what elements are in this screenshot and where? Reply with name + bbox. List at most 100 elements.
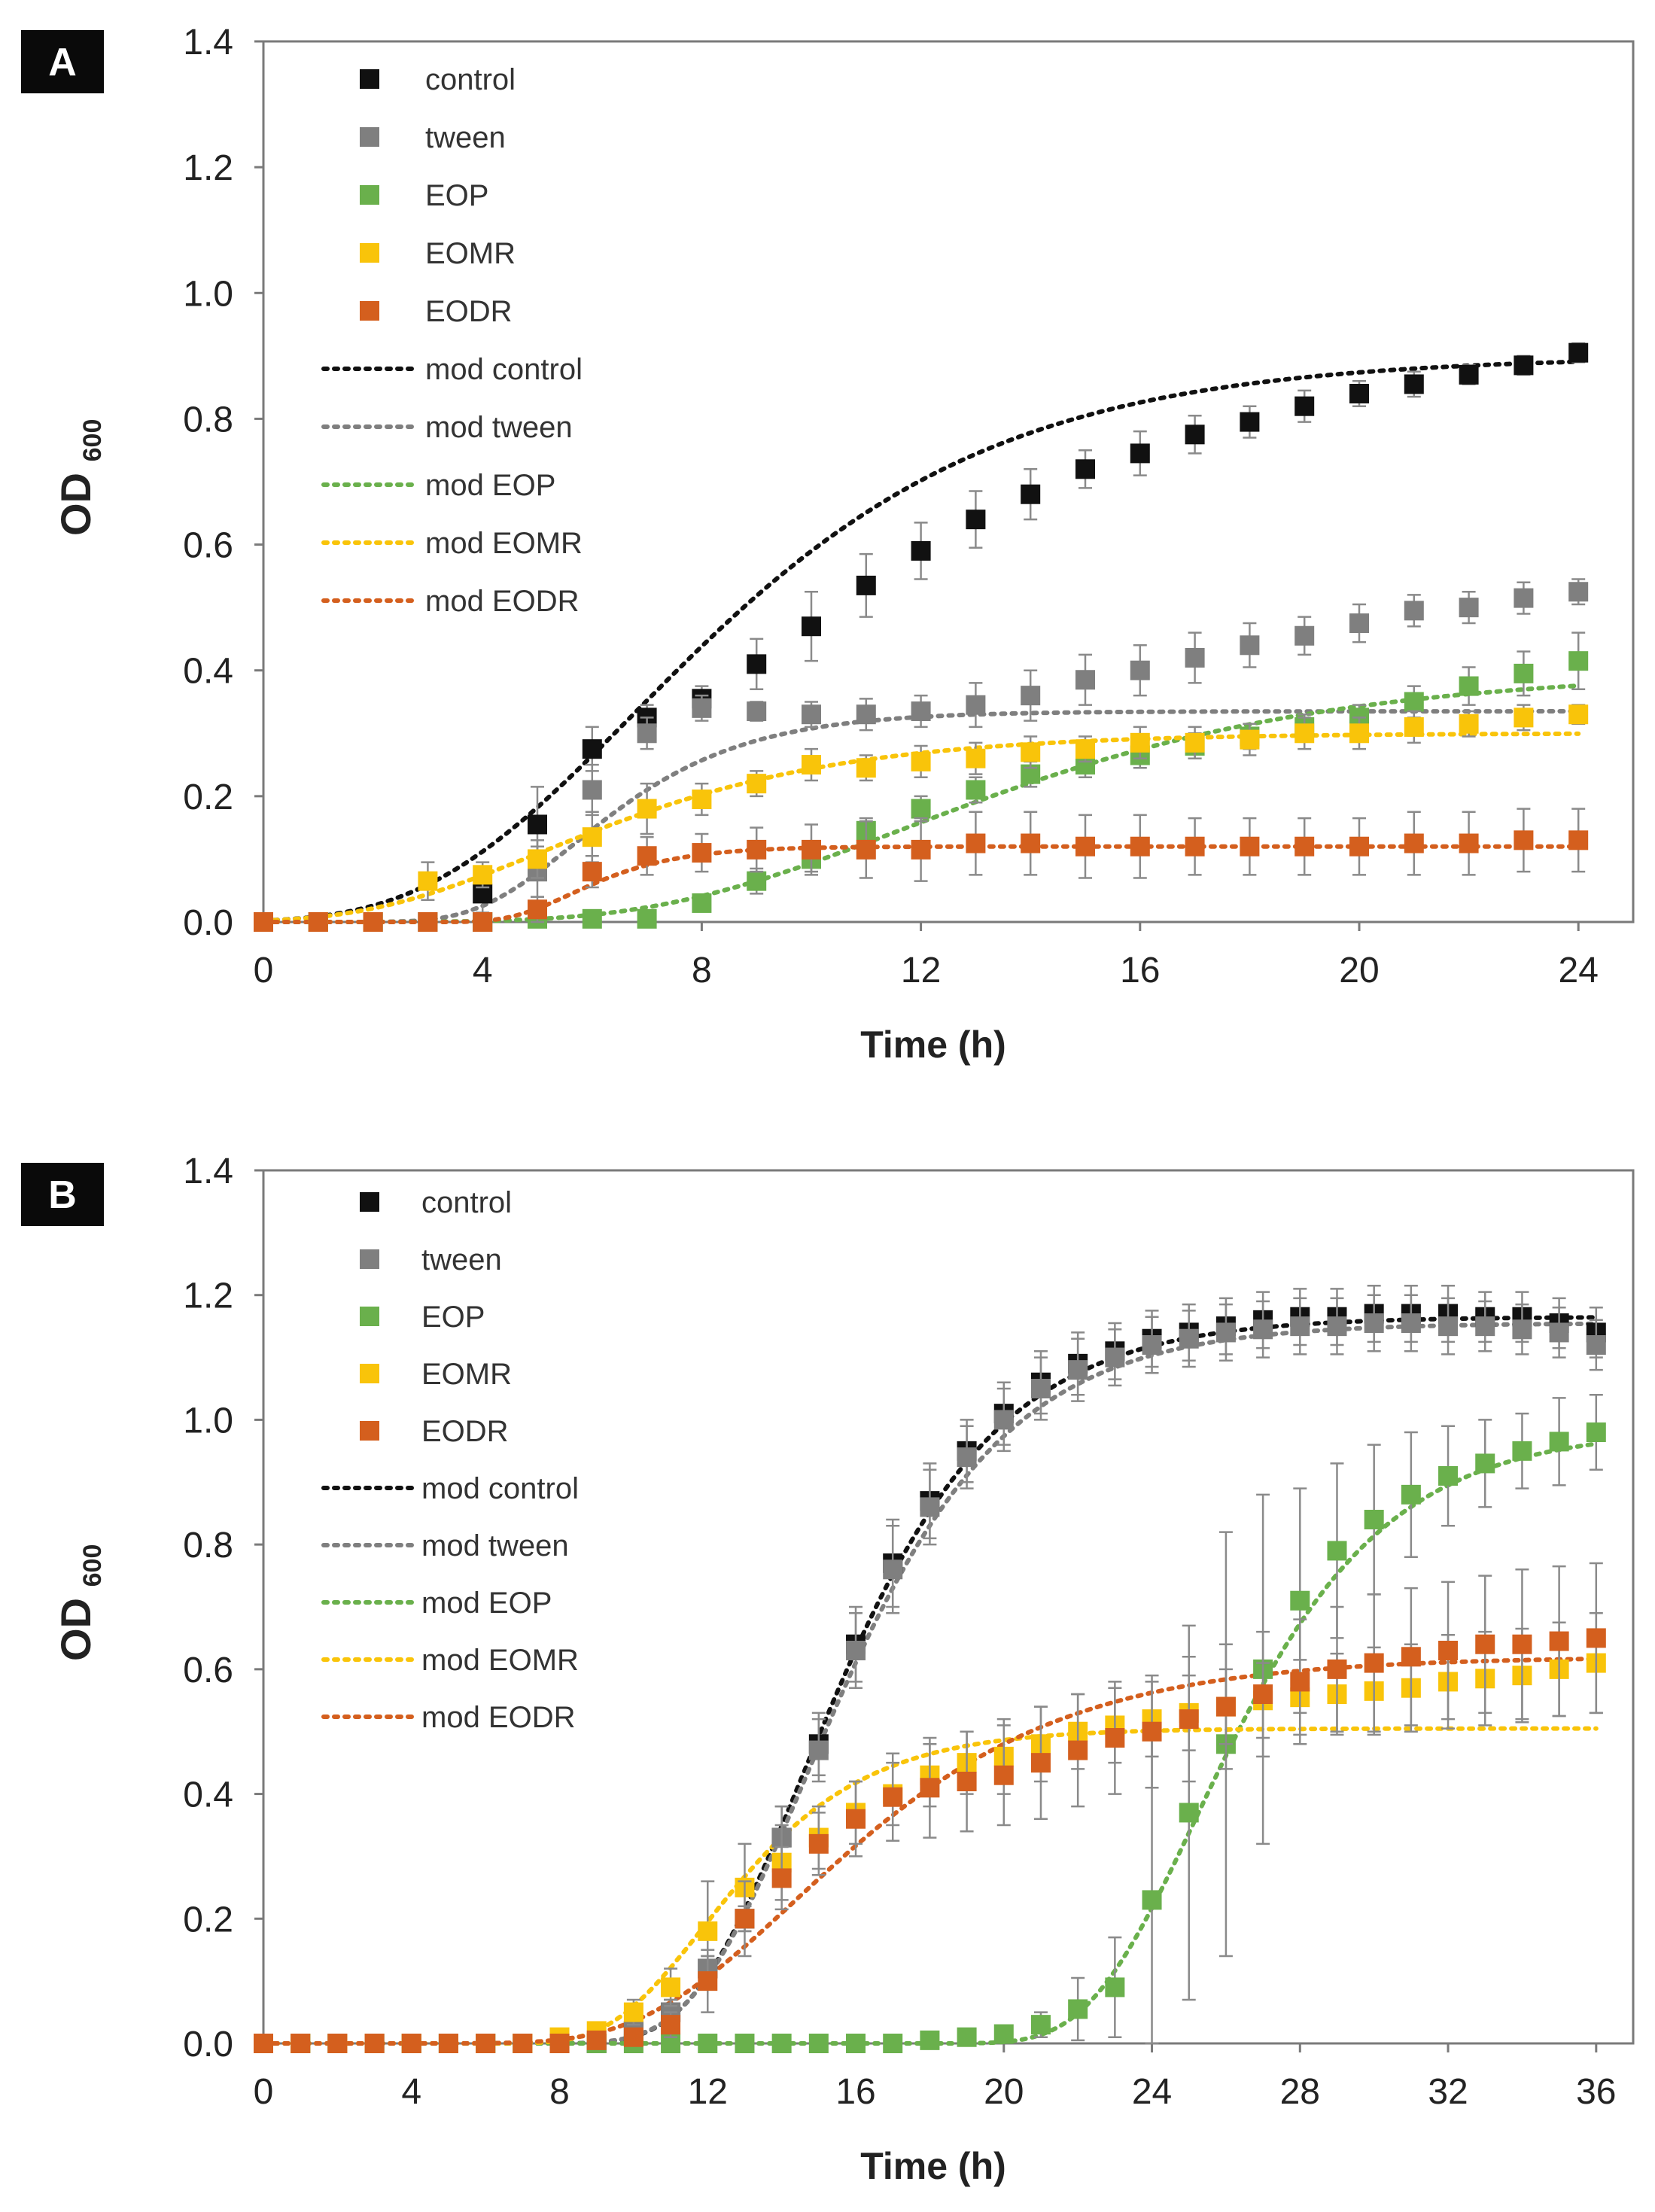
data-point xyxy=(1549,1432,1569,1452)
legend-label: mod control xyxy=(421,1472,579,1505)
series-eodr xyxy=(254,808,1589,932)
y-tick-label: 0.0 xyxy=(183,903,233,943)
data-point xyxy=(957,1447,977,1468)
data-point xyxy=(1021,833,1041,853)
legend-label: mod EOP xyxy=(425,469,555,502)
data-point xyxy=(1068,1360,1088,1380)
y-tick-label: 0.4 xyxy=(183,652,233,692)
data-point xyxy=(1327,1659,1347,1679)
legend-label: mod tween xyxy=(425,411,573,444)
data-point xyxy=(747,701,767,722)
y-tick-label: 0.4 xyxy=(183,1775,233,1815)
y-tick-label: 1.2 xyxy=(183,148,233,188)
legend-label: mod EOMR xyxy=(425,527,583,560)
data-point xyxy=(1459,598,1479,618)
data-point xyxy=(883,2034,903,2053)
data-point xyxy=(308,912,328,932)
data-point xyxy=(856,575,876,595)
x-tick-label: 32 xyxy=(1428,2072,1468,2112)
data-point xyxy=(856,704,876,725)
data-point xyxy=(966,780,986,800)
data-point xyxy=(1075,836,1095,857)
data-point xyxy=(692,893,712,913)
data-point xyxy=(254,912,273,932)
data-point xyxy=(1512,1634,1532,1654)
data-point xyxy=(637,846,657,866)
data-point xyxy=(1179,1803,1199,1823)
data-point xyxy=(1240,729,1260,750)
data-point xyxy=(254,2034,273,2053)
data-point xyxy=(1130,836,1150,857)
x-tick-label: 8 xyxy=(549,2072,570,2112)
data-point xyxy=(1364,1510,1384,1529)
legend-label: EOP xyxy=(425,179,488,212)
data-point xyxy=(1327,1541,1347,1561)
data-point xyxy=(1438,1466,1459,1486)
data-point xyxy=(993,1410,1014,1430)
data-point xyxy=(1514,355,1534,376)
x-tick-label: 4 xyxy=(401,2072,421,2112)
data-point xyxy=(623,2027,643,2047)
data-point xyxy=(1475,1453,1495,1474)
data-point xyxy=(1240,836,1260,857)
data-point xyxy=(1185,648,1205,668)
data-point xyxy=(637,723,657,744)
data-point xyxy=(476,2034,496,2053)
x-tick-label: 16 xyxy=(1120,951,1160,990)
legend-label: tween xyxy=(421,1243,502,1276)
data-point xyxy=(1459,833,1479,853)
data-point xyxy=(957,1772,977,1791)
data-point xyxy=(364,2034,385,2053)
y-axis-title-main: OD xyxy=(52,473,99,536)
data-point xyxy=(1105,1347,1125,1368)
data-point xyxy=(993,1765,1014,1785)
data-point xyxy=(920,2030,940,2050)
panel-badge-label: A xyxy=(48,41,77,84)
data-point xyxy=(747,871,767,891)
x-tick-label: 8 xyxy=(692,951,712,990)
data-point xyxy=(586,2030,607,2050)
data-point xyxy=(1021,484,1041,504)
data-point xyxy=(1349,836,1369,857)
data-point xyxy=(1030,1753,1051,1773)
panel-badge: B xyxy=(21,1163,104,1226)
data-point xyxy=(1364,1653,1384,1673)
panel-badge-label: B xyxy=(48,1173,77,1217)
legend: control tween EOP EOMR EODR mod control mod tw… xyxy=(321,1186,579,1734)
data-point xyxy=(1459,364,1479,385)
data-point xyxy=(513,2034,533,2053)
y-tick-label: 1.0 xyxy=(183,1401,233,1441)
x-axis-title: Time (h) xyxy=(860,1024,1006,1066)
data-point xyxy=(1105,1728,1125,1748)
data-point xyxy=(1364,1313,1384,1333)
y-tick-label: 1.4 xyxy=(183,1152,233,1191)
data-point xyxy=(1253,1319,1273,1340)
data-point xyxy=(1404,692,1424,712)
data-point xyxy=(1294,396,1315,416)
legend-label: EOP xyxy=(421,1301,485,1334)
data-point xyxy=(582,739,602,759)
data-point xyxy=(1586,1335,1606,1355)
data-point xyxy=(802,839,821,860)
data-point xyxy=(1568,651,1589,671)
data-point xyxy=(473,865,493,885)
x-tick-label: 0 xyxy=(254,2072,274,2112)
legend-marker-control xyxy=(360,69,379,89)
y-tick-label: 0.0 xyxy=(183,2025,233,2064)
data-point xyxy=(1185,836,1205,857)
data-point xyxy=(528,849,547,869)
data-point xyxy=(1215,1322,1236,1343)
data-point xyxy=(1459,676,1479,696)
data-point xyxy=(1068,1740,1088,1760)
data-point xyxy=(1349,723,1369,744)
legend-marker-eodr xyxy=(360,301,379,321)
data-point xyxy=(808,2034,829,2053)
data-point xyxy=(1142,1721,1162,1742)
legend-label: mod EOMR xyxy=(421,1644,579,1677)
data-point xyxy=(1142,1335,1162,1355)
legend-label: EOMR xyxy=(425,237,516,270)
legend-marker-eop xyxy=(360,1307,379,1326)
data-point xyxy=(883,1787,903,1807)
data-point xyxy=(1075,670,1095,690)
data-point xyxy=(1514,588,1534,608)
